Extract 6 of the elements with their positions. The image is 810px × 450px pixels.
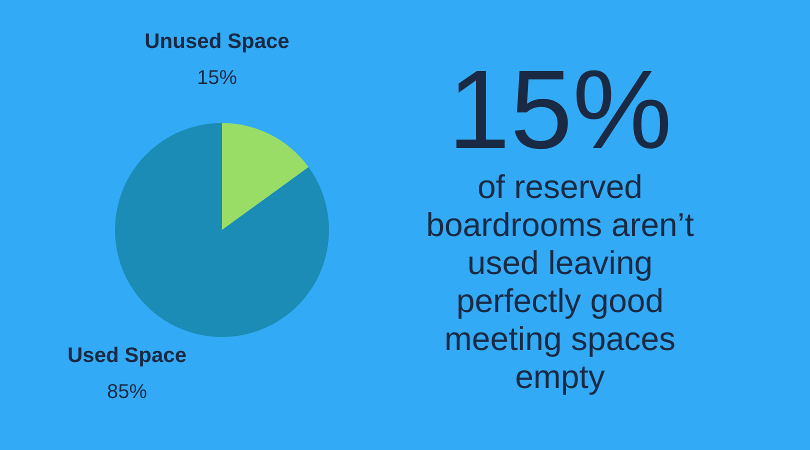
slice-label: Used Space [67,344,187,367]
pie-slice [115,123,329,337]
slice-label: Unused Space [144,30,290,53]
data-label: 85% [106,381,148,403]
pie-slice [222,123,309,230]
data-label: 15% [196,67,238,89]
